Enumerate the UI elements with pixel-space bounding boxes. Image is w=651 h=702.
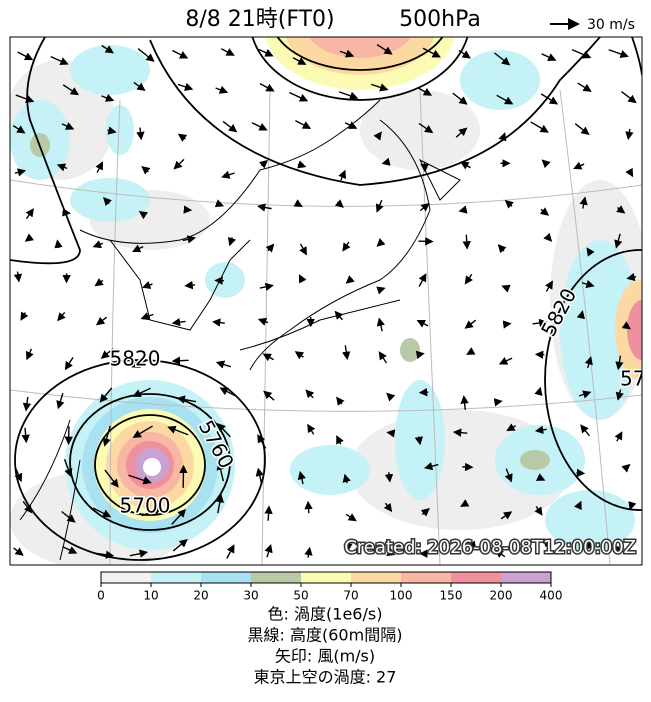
colorbar-segment: [101, 572, 151, 583]
wind-arrow: [184, 210, 190, 211]
colorbar-segment: [351, 572, 401, 583]
created-stamp: Created: 2026-08-08T12:00:00Z: [344, 537, 636, 558]
colorbar-segment: [201, 572, 251, 583]
typhoon-vorticity: [65, 380, 235, 550]
colorbar-tick-label: 30: [243, 589, 258, 603]
colorbar-segment: [151, 572, 201, 583]
wind-arrow: [419, 354, 424, 355]
colorbar-segment: [401, 572, 451, 583]
colorbar: 0 10 20 30 50 70 100 150 200 400: [97, 572, 562, 603]
level: 500hPa: [399, 7, 481, 32]
wind-arrow: [576, 473, 583, 474]
colorbar-tick-label: 20: [193, 589, 208, 603]
colorbar-tick-label: 70: [343, 589, 358, 603]
map-area: 5820 5760 5700 5820 57 Created: 2026-08-…: [5, 0, 651, 570]
colorbar-tick-label: 200: [490, 589, 513, 603]
wind-scale: 30 m/s: [587, 17, 635, 33]
colorbar-tick-label: 50: [293, 589, 308, 603]
wind-arrow: [420, 392, 428, 393]
legend-line: 矢印: 風(m/s): [275, 647, 375, 666]
legend-line: 色: 渦度(1e6/s): [268, 605, 383, 624]
legend: 色: 渦度(1e6/s) 黒線: 高度(60m間隔) 矢印: 風(m/s) 東京…: [248, 605, 403, 687]
colorbar-tick-label: 150: [440, 589, 463, 603]
wind-arrow: [506, 324, 510, 325]
wind-arrow: [173, 360, 189, 361]
colorbar-segment: [501, 572, 551, 583]
wind-arrow: [388, 432, 394, 433]
title: 8/8 21時(FT0): [185, 7, 334, 32]
legend-line: 東京上空の渦度: 27: [254, 668, 397, 687]
colorbar-segment: [251, 572, 301, 583]
colorbar-tick-label: 10: [143, 589, 158, 603]
contour-label: 5700: [120, 494, 171, 518]
colorbar-segment: [451, 572, 501, 583]
colorbar-tick-label: 400: [540, 589, 563, 603]
wind-arrow: [496, 401, 502, 402]
colorbar-segment: [301, 572, 351, 583]
wind-arrow: [268, 507, 269, 521]
colorbar-tick-label: 100: [390, 589, 413, 603]
contour-label: 5820: [110, 347, 161, 371]
colorbar-tick-label: 0: [97, 589, 105, 603]
wind-arrow: [62, 212, 69, 213]
legend-line: 黒線: 高度(60m間隔): [248, 626, 403, 645]
wind-arrow: [466, 235, 467, 248]
wind-arrow: [308, 502, 309, 513]
